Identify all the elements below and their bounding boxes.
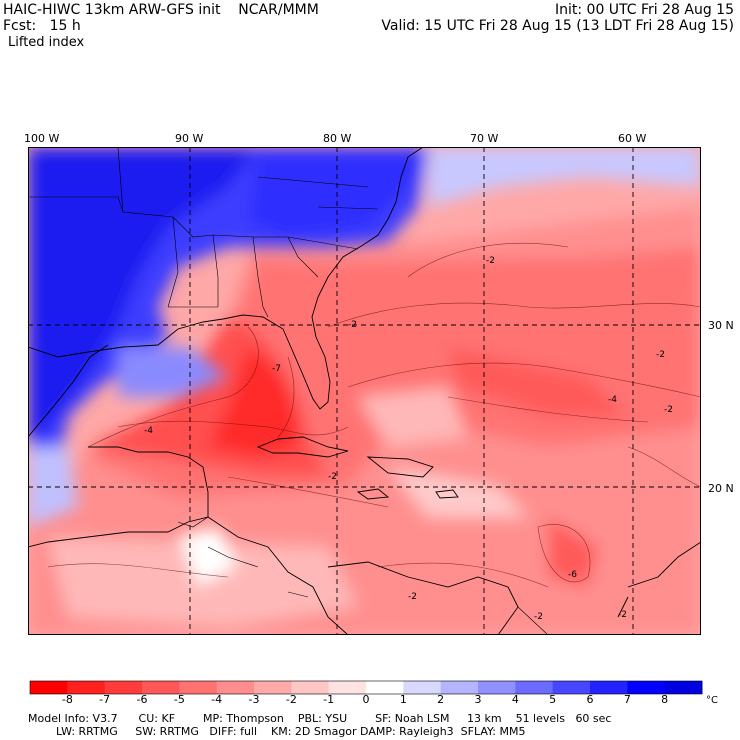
colorbar-tick-label: 2 (437, 693, 444, 704)
contour-label: -2 (656, 350, 665, 360)
colorbar-tick-label: -3 (249, 693, 260, 704)
unstable-field (28, 207, 701, 635)
lat-lon-grid (28, 147, 701, 635)
colorbar-cell (627, 681, 666, 694)
contour-label: -6 (568, 570, 577, 580)
colorbar-unit: °C (706, 695, 718, 704)
contour-label: -2 (328, 472, 337, 482)
contour-label: -2 (486, 256, 495, 266)
model-info-line2: LW: RRTMG SW: RRTMG DIFF: full KM: 2D Sm… (28, 725, 526, 738)
colorbar-tick-label: 4 (512, 693, 519, 704)
colorbar-tick-label: -7 (99, 693, 110, 704)
contours (47, 243, 701, 588)
lat-label-20n: 20 N (708, 482, 734, 495)
colorbar-cell (366, 681, 404, 694)
lon-label-60w: 60 W (618, 132, 647, 145)
coastlines (28, 147, 701, 635)
colorbar-cell (403, 681, 442, 694)
colorbar-tick-label: -8 (62, 693, 73, 704)
contour-label: -2 (618, 610, 627, 620)
forecast-hour: Fcst: 15 h (3, 18, 81, 34)
colorbar-cell (478, 681, 516, 694)
colorbar-tick-label: 7 (624, 693, 631, 704)
colorbar-cell (291, 681, 330, 694)
contour-label: -2 (408, 592, 417, 602)
colorbar-tick-label: -4 (211, 693, 222, 704)
colorbar-cell (30, 681, 68, 694)
contour-label: -2 (664, 405, 673, 415)
colorbar-cell (590, 681, 628, 694)
lon-label-70w: 70 W (470, 132, 499, 145)
colorbar-tick-label: 6 (587, 693, 594, 704)
colorbar-tick-label: 8 (661, 693, 668, 704)
valid-time: Valid: 15 UTC Fri 28 Aug 15 (13 LDT Fri … (381, 18, 734, 34)
contour-label: -2 (534, 612, 543, 622)
model-title: HAIC-HIWC 13km ARW-GFS init NCAR/MMM (3, 2, 319, 18)
map-frame (28, 147, 701, 635)
colorbar-tick-label: -5 (174, 693, 185, 704)
lat-label-30n: 30 N (708, 319, 734, 332)
lon-label-90w: 90 W (175, 132, 204, 145)
colorbar-cell (328, 681, 367, 694)
colorbar-cell (254, 681, 292, 694)
colorbar-tick-label: 0 (363, 693, 370, 704)
colorbar-cell (515, 681, 554, 694)
contour-label: -4 (144, 426, 153, 436)
political-borders (28, 147, 549, 635)
colorbar-cell (142, 681, 180, 694)
lon-label-80w: 80 W (323, 132, 352, 145)
colorbar-cell (179, 681, 218, 694)
lifted-index-map: -7 -2 -2 -2 -4 -4 -6 -2 -2 -2 -2 -2 (28, 147, 701, 635)
colorbar-tick-label: -2 (286, 693, 297, 704)
colorbar-frame (29, 680, 703, 695)
colorbar-tick-label: 1 (400, 693, 407, 704)
colorbar-tick-label: 5 (549, 693, 556, 704)
field-name: Lifted index (8, 35, 85, 50)
colorbar-tick-label: -6 (137, 693, 148, 704)
colorbar: -8 -7 -6 -5 -4 -3 -2 -1 0 1 2 3 4 5 6 7 8 °C (29, 680, 718, 704)
colorbar-cell (216, 681, 255, 694)
contour-label: -2 (348, 320, 357, 330)
stable-field (28, 147, 701, 587)
lon-label-100w: 100 W (24, 132, 60, 145)
contour-label: -4 (608, 395, 617, 405)
colorbar-cell (440, 681, 479, 694)
colorbar-cell (664, 681, 703, 694)
colorbar-tick-label: -1 (323, 693, 334, 704)
contour-label: -7 (272, 364, 281, 374)
colorbar-cell (67, 681, 106, 694)
colorbar-tick-label: 3 (475, 693, 482, 704)
model-info-line1: Model Info: V3.7 CU: KF MP: Thompson PBL… (28, 712, 612, 725)
colorbar-cell (552, 681, 591, 694)
init-time: Init: 00 UTC Fri 28 Aug 15 (554, 2, 734, 18)
colorbar-cell (104, 681, 143, 694)
